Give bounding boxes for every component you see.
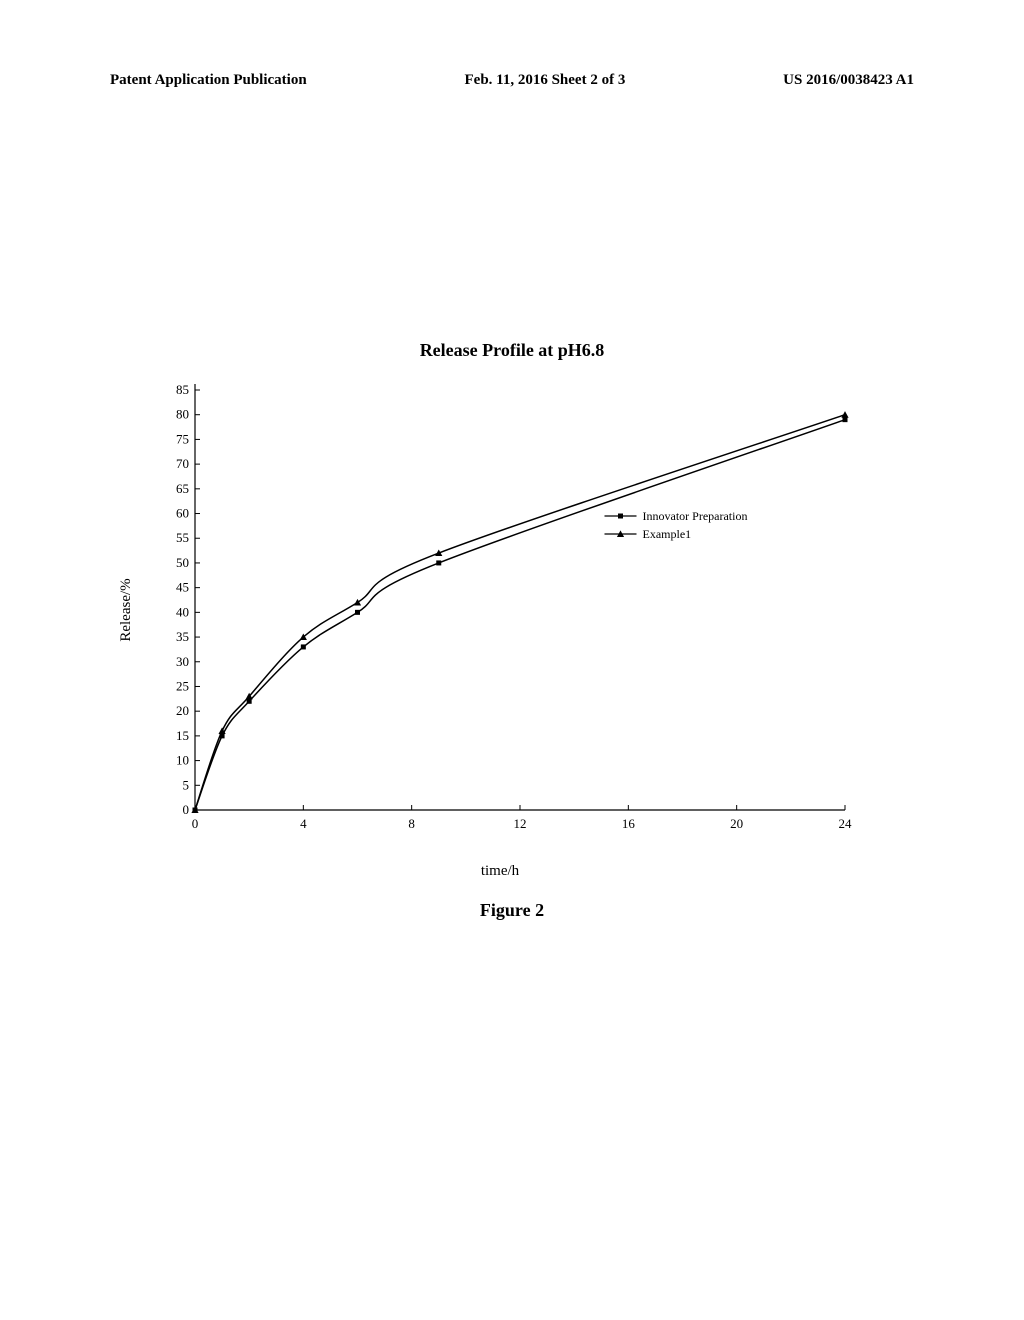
svg-text:10: 10 — [176, 753, 189, 768]
svg-text:0: 0 — [183, 802, 190, 817]
svg-text:20: 20 — [730, 816, 743, 831]
header-center: Feb. 11, 2016 Sheet 2 of 3 — [465, 72, 626, 89]
page: Patent Application Publication Feb. 11, … — [0, 0, 1024, 1320]
svg-text:30: 30 — [176, 654, 189, 669]
svg-text:12: 12 — [514, 816, 527, 831]
svg-text:15: 15 — [176, 728, 189, 743]
svg-text:Innovator Preparation: Innovator Preparation — [643, 509, 748, 523]
svg-text:65: 65 — [176, 481, 189, 496]
svg-text:24: 24 — [839, 816, 853, 831]
svg-text:16: 16 — [622, 816, 636, 831]
svg-text:35: 35 — [176, 629, 189, 644]
release-chart: 0 5 10 15 20 25 30 35 40 45 50 55 60 65 70 75 80 85 0 4 8 12 1… — [140, 380, 860, 840]
svg-text:70: 70 — [176, 456, 189, 471]
svg-text:85: 85 — [176, 382, 189, 397]
svg-text:60: 60 — [176, 506, 189, 521]
chart-area: Release/% 051015202530354045505560657075… — [140, 380, 860, 840]
svg-text:25: 25 — [176, 678, 189, 693]
svg-text:8: 8 — [408, 816, 415, 831]
svg-text:0: 0 — [192, 816, 199, 831]
figure-caption: Figure 2 — [0, 900, 1024, 921]
svg-text:50: 50 — [176, 555, 189, 570]
svg-text:80: 80 — [176, 407, 189, 422]
svg-text:40: 40 — [176, 604, 189, 619]
x-axis-label: time/h — [481, 863, 519, 880]
svg-text:55: 55 — [176, 530, 189, 545]
svg-text:20: 20 — [176, 703, 189, 718]
svg-text:5: 5 — [183, 777, 190, 792]
svg-text:Example1: Example1 — [643, 527, 692, 541]
y-axis-label: Release/% — [118, 578, 135, 641]
header-right: US 2016/0038423 A1 — [783, 72, 914, 89]
chart-title: Release Profile at pH6.8 — [0, 340, 1024, 361]
svg-text:45: 45 — [176, 580, 189, 595]
svg-text:4: 4 — [300, 816, 307, 831]
header-left: Patent Application Publication — [110, 72, 307, 89]
page-header: Patent Application Publication Feb. 11, … — [0, 72, 1024, 89]
svg-text:75: 75 — [176, 431, 189, 446]
